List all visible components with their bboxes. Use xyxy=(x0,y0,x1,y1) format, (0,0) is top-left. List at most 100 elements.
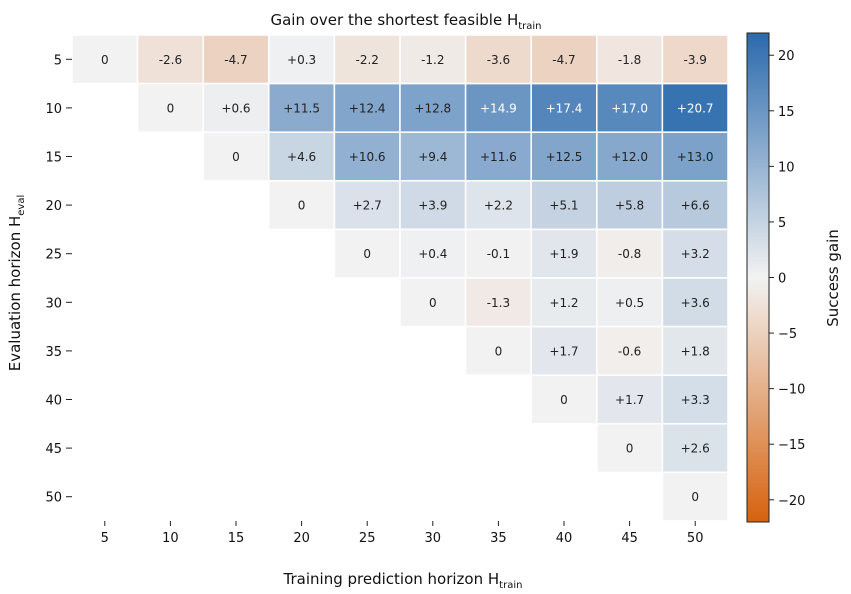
cell-value-label: +9.4 xyxy=(418,150,447,164)
cell-value-label: +5.1 xyxy=(549,199,578,213)
colorbar-tick-label: 0 xyxy=(778,272,786,287)
colorbar-label: Success gain xyxy=(824,229,842,327)
cell-value-label: +3.6 xyxy=(681,296,710,310)
y-tick-label: 10 xyxy=(45,102,62,117)
cell-value-label: +14.9 xyxy=(480,101,517,115)
cell-value-label: -1.3 xyxy=(487,296,510,310)
heatmap-cell xyxy=(464,180,532,231)
cell-value-label: 0 xyxy=(429,296,437,310)
y-tick-label: 5 xyxy=(54,53,62,68)
heatmap-cell xyxy=(530,325,598,376)
heatmap-cell xyxy=(661,325,729,376)
cell-value-label: +11.5 xyxy=(283,101,320,115)
x-tick-label: 50 xyxy=(687,531,704,546)
cell-value-label: +17.4 xyxy=(546,101,583,115)
heatmap-cell xyxy=(333,228,401,279)
colorbar-ticks: 20 15 10 5 0 −5 −10 −15 −20 xyxy=(769,49,805,509)
x-tick-label: 40 xyxy=(556,531,573,546)
cell-value-label: -0.8 xyxy=(618,247,641,261)
heatmap-cell xyxy=(399,228,467,279)
cell-value-label: +3.3 xyxy=(681,393,710,407)
cell-value-label: +1.9 xyxy=(549,247,578,261)
colorbar-tick-label: −15 xyxy=(778,438,805,453)
heatmap-cell xyxy=(268,180,336,231)
x-tick-label: 35 xyxy=(490,531,507,546)
cell-value-label: +2.7 xyxy=(353,199,382,213)
x-axis-ticks: 5 10 15 20 25 30 35 40 45 50 xyxy=(101,521,704,546)
cell-value-label: +1.8 xyxy=(681,344,710,358)
heatmap-cell-labels: 0 -2.6 -4.7 +0.3 -2.2 -1.2 -3.6 -4.7 -1.8 -3.9 0 +0… xyxy=(101,53,714,504)
chart-title: Gain over the shortest feasible Htrain xyxy=(270,11,541,32)
heatmap-cell xyxy=(596,325,664,376)
heatmap-cell xyxy=(661,131,729,182)
heatmap-cells xyxy=(71,34,729,522)
cell-value-label: -0.6 xyxy=(618,344,641,358)
cell-value-label: 0 xyxy=(495,344,503,358)
cell-value-label: +2.6 xyxy=(681,442,710,456)
heatmap-cell xyxy=(661,277,729,328)
heatmap-cell xyxy=(464,228,532,279)
heatmap-cell xyxy=(661,34,729,85)
y-tick-label: 35 xyxy=(45,345,62,360)
x-tick-label: 10 xyxy=(162,531,179,546)
cell-value-label: -1.2 xyxy=(421,53,444,67)
heatmap-cell xyxy=(464,82,532,133)
cell-value-label: -1.8 xyxy=(618,53,641,67)
cell-value-label: -3.9 xyxy=(683,53,706,67)
colorbar xyxy=(746,32,770,523)
x-tick-label: 25 xyxy=(359,531,376,546)
y-axis-ticks: 5 10 15 20 25 30 35 40 45 50 xyxy=(45,53,72,506)
cell-value-label: +12.0 xyxy=(611,150,648,164)
heatmap-cell xyxy=(202,82,270,133)
cell-value-label: +6.6 xyxy=(681,199,710,213)
heatmap-cell xyxy=(333,82,401,133)
cell-value-label: +12.4 xyxy=(349,101,386,115)
cell-value-label: +1.2 xyxy=(549,296,578,310)
cell-value-label: 0 xyxy=(101,53,109,67)
cell-value-label: +2.2 xyxy=(484,199,513,213)
cell-value-label: 0 xyxy=(626,442,634,456)
x-tick-label: 45 xyxy=(621,531,638,546)
cell-value-label: +0.5 xyxy=(615,296,644,310)
heatmap-cell xyxy=(530,34,598,85)
colorbar-tick-label: 15 xyxy=(778,105,795,120)
heatmap-cell xyxy=(399,34,467,85)
x-axis-label: Training prediction horizon Htrain xyxy=(283,570,523,591)
y-tick-label: 40 xyxy=(45,394,62,409)
heatmap-cell xyxy=(333,180,401,231)
heatmap-cell xyxy=(268,131,336,182)
heatmap-cell xyxy=(464,277,532,328)
cell-value-label: -2.2 xyxy=(355,53,378,67)
colorbar-tick-label: −5 xyxy=(778,327,797,342)
cell-value-label: -3.6 xyxy=(487,53,510,67)
cell-value-label: 0 xyxy=(691,490,699,504)
cell-value-label: +20.7 xyxy=(677,101,714,115)
cell-value-label: 0 xyxy=(363,247,371,261)
heatmap-cell xyxy=(202,131,270,182)
cell-value-label: +17.0 xyxy=(611,101,648,115)
heatmap-cell xyxy=(399,277,467,328)
y-axis-label: Evaluation horizon Heval xyxy=(6,195,27,372)
heatmap-cell xyxy=(530,374,598,425)
heatmap-cell xyxy=(399,131,467,182)
cell-value-label: +1.7 xyxy=(615,393,644,407)
cell-value-label: +3.2 xyxy=(681,247,710,261)
heatmap-cell xyxy=(596,423,664,474)
cell-value-label: +4.6 xyxy=(287,150,316,164)
cell-value-label: +3.9 xyxy=(418,199,447,213)
heatmap-cell xyxy=(464,325,532,376)
y-tick-label: 20 xyxy=(45,199,62,214)
heatmap-cell xyxy=(136,34,204,85)
heatmap-cell xyxy=(661,82,729,133)
cell-value-label: -4.7 xyxy=(224,53,247,67)
y-tick-label: 15 xyxy=(45,151,62,166)
y-tick-label: 30 xyxy=(45,296,62,311)
x-tick-label: 30 xyxy=(425,531,442,546)
y-tick-label: 45 xyxy=(45,442,62,457)
cell-value-label: +0.3 xyxy=(287,53,316,67)
heatmap-cell xyxy=(596,374,664,425)
heatmap-cell xyxy=(661,471,729,522)
cell-value-label: -2.6 xyxy=(159,53,182,67)
colorbar-tick-label: 10 xyxy=(778,160,795,175)
